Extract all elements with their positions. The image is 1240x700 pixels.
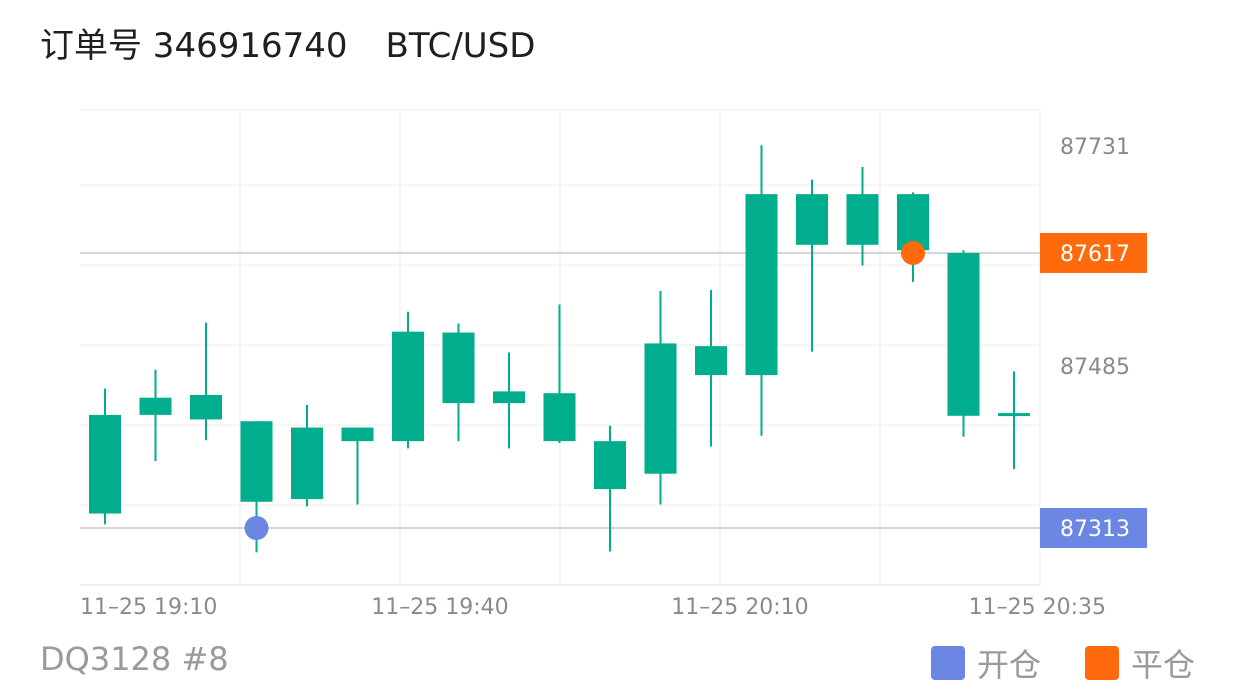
order-number: 订单号 346916740 bbox=[40, 26, 348, 66]
price-tag-label: 87313 bbox=[1060, 517, 1130, 542]
price-tag bbox=[1040, 508, 1147, 548]
y-tick-label: 87485 bbox=[1060, 355, 1130, 380]
candle-body bbox=[442, 332, 475, 404]
x-tick-label: 11–25 19:40 bbox=[371, 595, 508, 620]
chart-header: 订单号 346916740 BTC/USD bbox=[40, 18, 535, 67]
y-tick-label: 87731 bbox=[1060, 135, 1130, 160]
candle-body bbox=[998, 413, 1030, 417]
x-tick-label: 11–25 20:35 bbox=[969, 595, 1106, 620]
x-tick-label: 11–25 19:10 bbox=[80, 595, 217, 620]
candle-body bbox=[695, 346, 727, 376]
legend-open-label: 开仓 bbox=[976, 646, 1041, 684]
close-swatch bbox=[1084, 646, 1119, 680]
trade-marker bbox=[901, 240, 925, 265]
candle-body bbox=[897, 194, 929, 251]
candle-body bbox=[947, 252, 980, 416]
candle-body bbox=[745, 194, 778, 376]
candle-body bbox=[594, 441, 626, 490]
legend: 开仓 平仓 bbox=[930, 640, 1195, 686]
candle-body bbox=[392, 331, 424, 442]
x-tick-label: 11–25 20:10 bbox=[671, 595, 808, 620]
candle-body bbox=[190, 395, 222, 420]
legend-open: 开仓 bbox=[930, 640, 1041, 686]
legend-close: 平仓 bbox=[1084, 640, 1195, 686]
candle-body bbox=[846, 194, 879, 245]
candle-body bbox=[139, 397, 172, 415]
trade-marker bbox=[244, 516, 269, 540]
price-tag bbox=[1040, 232, 1147, 273]
candle-body bbox=[543, 393, 576, 442]
candle-body bbox=[644, 343, 677, 474]
legend-close-label: 平仓 bbox=[1130, 646, 1195, 684]
contract-code: DQ3128 #8 bbox=[40, 640, 229, 678]
candle-body bbox=[89, 414, 121, 514]
open-swatch bbox=[930, 646, 965, 680]
price-tag-label: 87617 bbox=[1060, 242, 1130, 267]
candle-body bbox=[240, 421, 273, 502]
trading-pair: BTC/USD bbox=[385, 26, 536, 66]
candle-body bbox=[291, 427, 323, 500]
candle-body bbox=[493, 391, 525, 404]
candle-body bbox=[341, 427, 374, 442]
candle-body bbox=[796, 194, 828, 245]
